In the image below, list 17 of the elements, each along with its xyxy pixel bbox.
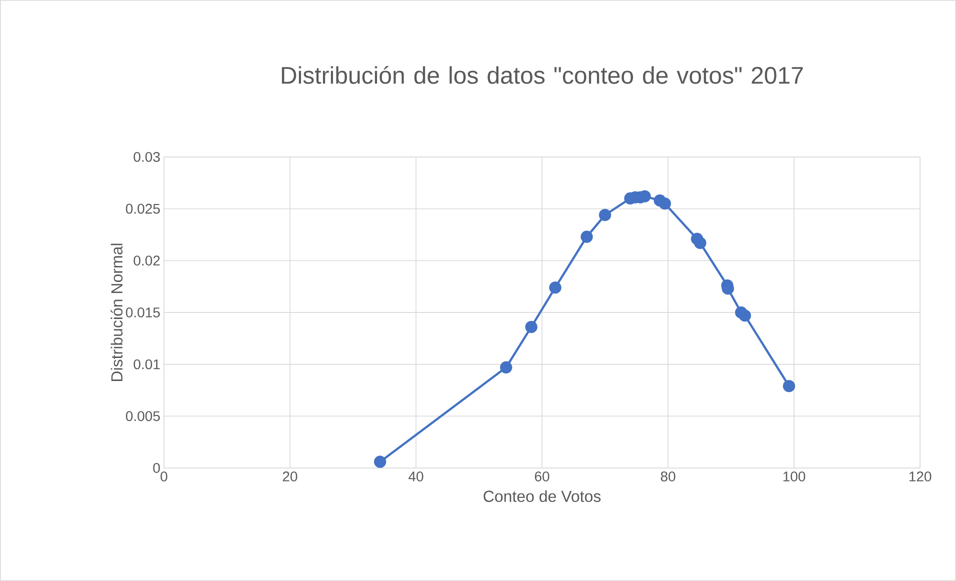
x-tick-label: 0 [160,472,168,482]
y-axis-title: Distribución Normal [110,244,123,381]
y-tick-label: 0.025 [126,204,160,214]
y-tick-label: 0.03 [134,152,160,162]
x-tick-label: 80 [660,472,676,482]
y-tick-label: 0.02 [134,256,160,266]
y-tick-label: 0.01 [134,359,160,370]
x-axis-title: Conteo de Votos [484,490,601,502]
chart-title: Distribución de los datos "conteo de votos" 2017 [282,66,803,84]
y-tick-label: 0.015 [126,308,160,318]
x-tick-label: 60 [534,472,550,482]
y-tick-label: 0 [153,463,160,473]
x-tick-label: 40 [408,472,424,482]
x-tick-label: 120 [909,472,932,482]
x-tick-label: 100 [783,472,806,482]
x-tick-label: 20 [282,472,298,482]
y-tick-label: 0.005 [126,411,160,422]
